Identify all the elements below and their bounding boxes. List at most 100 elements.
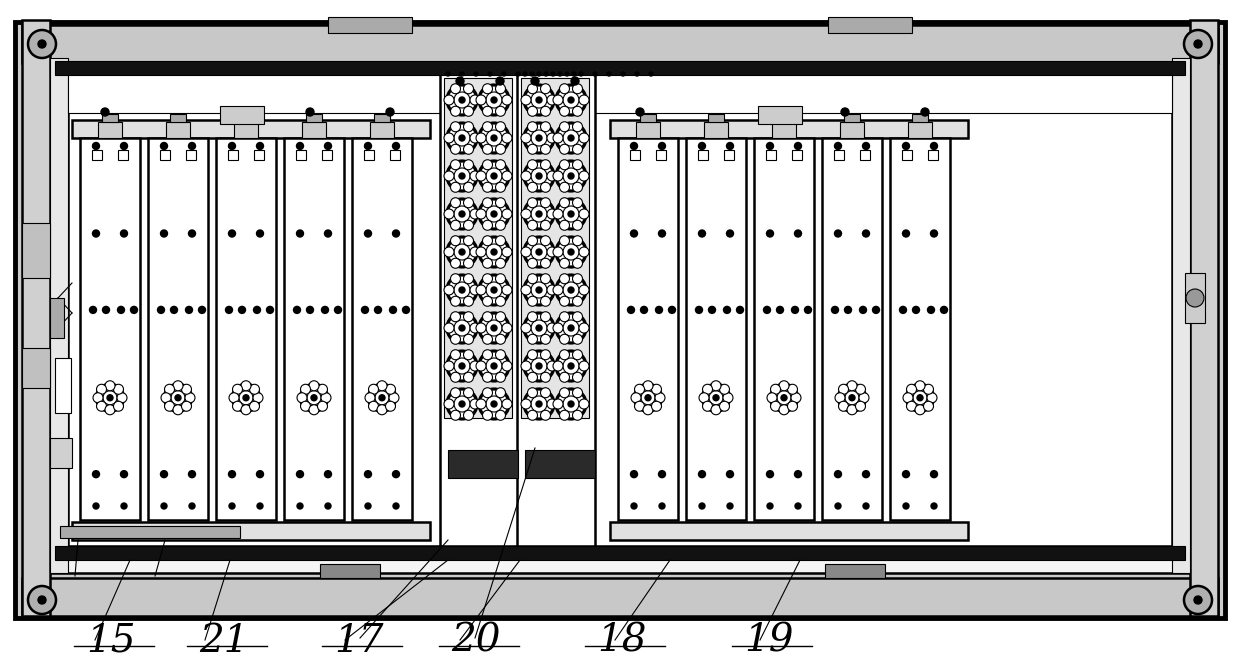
Circle shape (228, 142, 236, 150)
Text: 20: 20 (451, 623, 501, 660)
Circle shape (521, 323, 531, 333)
Circle shape (482, 182, 492, 192)
Bar (890, 138, 950, 520)
Circle shape (635, 384, 645, 394)
Circle shape (559, 350, 569, 360)
Circle shape (103, 391, 117, 405)
Circle shape (913, 307, 920, 313)
Circle shape (713, 395, 719, 401)
Bar (773, 122, 796, 138)
Bar (365, 150, 374, 160)
Circle shape (38, 596, 46, 604)
Circle shape (300, 401, 310, 411)
Text: 21: 21 (198, 623, 248, 660)
Bar (72, 120, 430, 138)
Circle shape (787, 401, 797, 411)
Circle shape (573, 106, 583, 116)
Circle shape (486, 358, 502, 374)
Circle shape (635, 401, 645, 411)
Circle shape (779, 381, 789, 391)
Bar (68, 64, 1172, 546)
Bar (776, 114, 792, 122)
Circle shape (541, 144, 551, 154)
Circle shape (559, 297, 569, 306)
Circle shape (386, 401, 396, 411)
Circle shape (226, 307, 233, 313)
Bar (911, 114, 928, 122)
Circle shape (579, 95, 589, 105)
Circle shape (459, 97, 465, 103)
Circle shape (536, 287, 542, 293)
Circle shape (446, 313, 477, 343)
Circle shape (464, 106, 474, 116)
Circle shape (446, 389, 477, 419)
Circle shape (649, 72, 653, 76)
Circle shape (479, 351, 508, 381)
Circle shape (476, 171, 486, 181)
Circle shape (389, 307, 397, 313)
Bar (444, 78, 512, 418)
Circle shape (847, 405, 857, 415)
Circle shape (374, 391, 389, 405)
Circle shape (454, 168, 470, 184)
Circle shape (474, 72, 477, 76)
Circle shape (541, 198, 551, 208)
Circle shape (502, 209, 512, 219)
Circle shape (559, 144, 569, 154)
Circle shape (779, 405, 789, 415)
Circle shape (547, 209, 557, 219)
Bar (640, 114, 656, 122)
Circle shape (630, 230, 637, 237)
Circle shape (547, 171, 557, 181)
Circle shape (531, 244, 547, 260)
Circle shape (496, 182, 506, 192)
Circle shape (482, 350, 492, 360)
Circle shape (563, 92, 579, 108)
Circle shape (644, 381, 653, 391)
Circle shape (228, 471, 236, 478)
Circle shape (627, 307, 635, 313)
Bar (166, 122, 190, 138)
Circle shape (559, 220, 569, 230)
Circle shape (863, 230, 869, 237)
Circle shape (903, 393, 913, 403)
Circle shape (915, 405, 925, 415)
Circle shape (527, 259, 537, 269)
Circle shape (698, 471, 706, 478)
Circle shape (579, 399, 589, 409)
Circle shape (630, 471, 637, 478)
Circle shape (482, 259, 492, 269)
Circle shape (450, 198, 460, 208)
Circle shape (482, 387, 492, 397)
Circle shape (563, 282, 579, 298)
Circle shape (450, 312, 460, 322)
Circle shape (325, 471, 331, 478)
Circle shape (770, 383, 799, 411)
Bar (60, 526, 241, 538)
Circle shape (309, 381, 319, 391)
Circle shape (770, 401, 780, 411)
Circle shape (460, 72, 464, 76)
Circle shape (521, 247, 531, 257)
Circle shape (374, 307, 382, 313)
Circle shape (527, 236, 537, 246)
Circle shape (541, 84, 551, 94)
Circle shape (553, 209, 563, 219)
Circle shape (491, 287, 497, 293)
Circle shape (541, 259, 551, 269)
Circle shape (541, 410, 551, 420)
Circle shape (536, 325, 542, 331)
Circle shape (97, 384, 107, 394)
Circle shape (656, 307, 662, 313)
Circle shape (563, 358, 579, 374)
Circle shape (241, 405, 250, 415)
Circle shape (525, 123, 554, 153)
Circle shape (931, 503, 937, 509)
Circle shape (703, 401, 713, 411)
Circle shape (551, 72, 556, 76)
Circle shape (89, 307, 97, 313)
Circle shape (502, 95, 512, 105)
Circle shape (365, 230, 372, 237)
Circle shape (573, 259, 583, 269)
Circle shape (631, 503, 637, 509)
